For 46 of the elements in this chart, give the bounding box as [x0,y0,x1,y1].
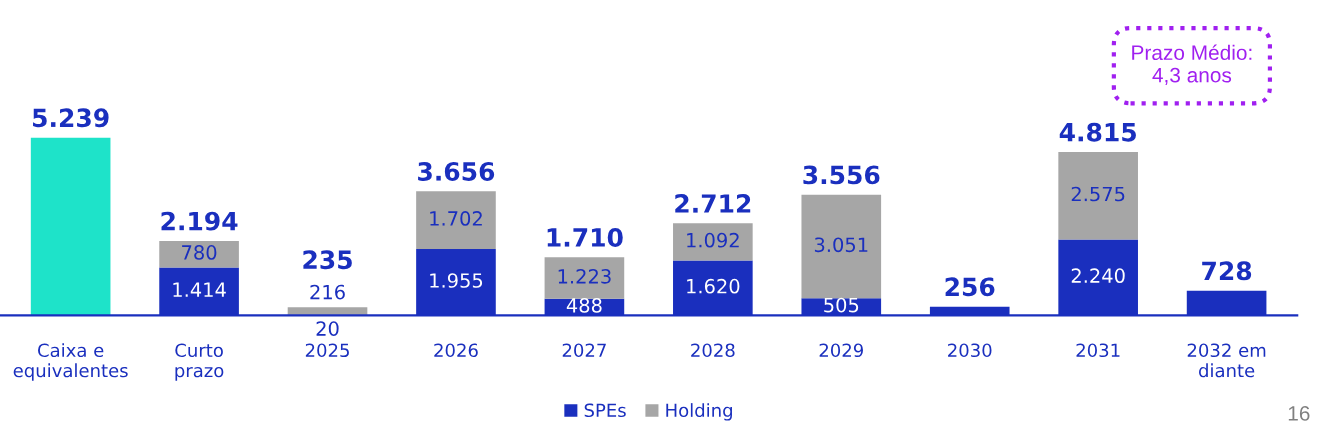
data-label: 3.051 [814,237,868,253]
data-label: 488 [566,298,602,313]
x-tick-label: 2025 [305,343,349,358]
total-label: 1.710 [547,228,623,247]
bar [287,307,368,315]
x-tick-label: 2028 [691,343,735,358]
bar [416,191,496,250]
total-label: 235 [303,250,352,270]
data-label: 1.223 [558,269,611,284]
total-label: 5.239 [33,108,109,128]
bar [673,223,753,261]
x-tick-label: 2031 [1076,343,1120,358]
text: 16 [1288,405,1310,421]
bar [801,194,882,299]
total-label: 2.712 [675,194,751,213]
x-tick-label: 2029 [819,343,863,358]
total-label: 4.815 [1059,122,1136,142]
data-label: 1.702 [430,211,482,226]
total-label: 3.556 [803,165,880,185]
data-label: 1.092 [687,232,739,248]
x-tick-label: 2032 em diante [1187,343,1266,378]
total-label: 3.656 [418,162,495,181]
legend-label: SPEs [584,403,626,418]
data-label: 780 [182,245,217,260]
text: Prazo Médio: 4,3 anos [1132,44,1252,85]
bar [159,240,239,268]
x-tick-label: Caixa e equivalentes [13,343,128,381]
x-tick-label: 2027 [562,343,606,358]
bar [544,257,625,299]
data-label: 1.414 [173,282,226,297]
data-label: 2.575 [1071,186,1125,202]
total-label: 256 [945,277,995,297]
total-label: 2.194 [161,211,238,231]
bar [30,137,111,316]
data-label: 1.620 [687,278,740,294]
bar [1058,152,1138,240]
data-label: 20 [316,321,339,336]
x-tick-label: 2026 [434,343,478,358]
data-label: 505 [824,297,859,313]
legend-label: Holding [666,403,732,421]
data-label: 1.955 [430,273,483,288]
data-label: 2.240 [1071,268,1125,284]
x-tick-label: Curto prazo [175,343,224,381]
data-label: 216 [310,284,345,300]
x-tick-label: 2030 [948,343,992,358]
total-label: 728 [1202,261,1252,281]
